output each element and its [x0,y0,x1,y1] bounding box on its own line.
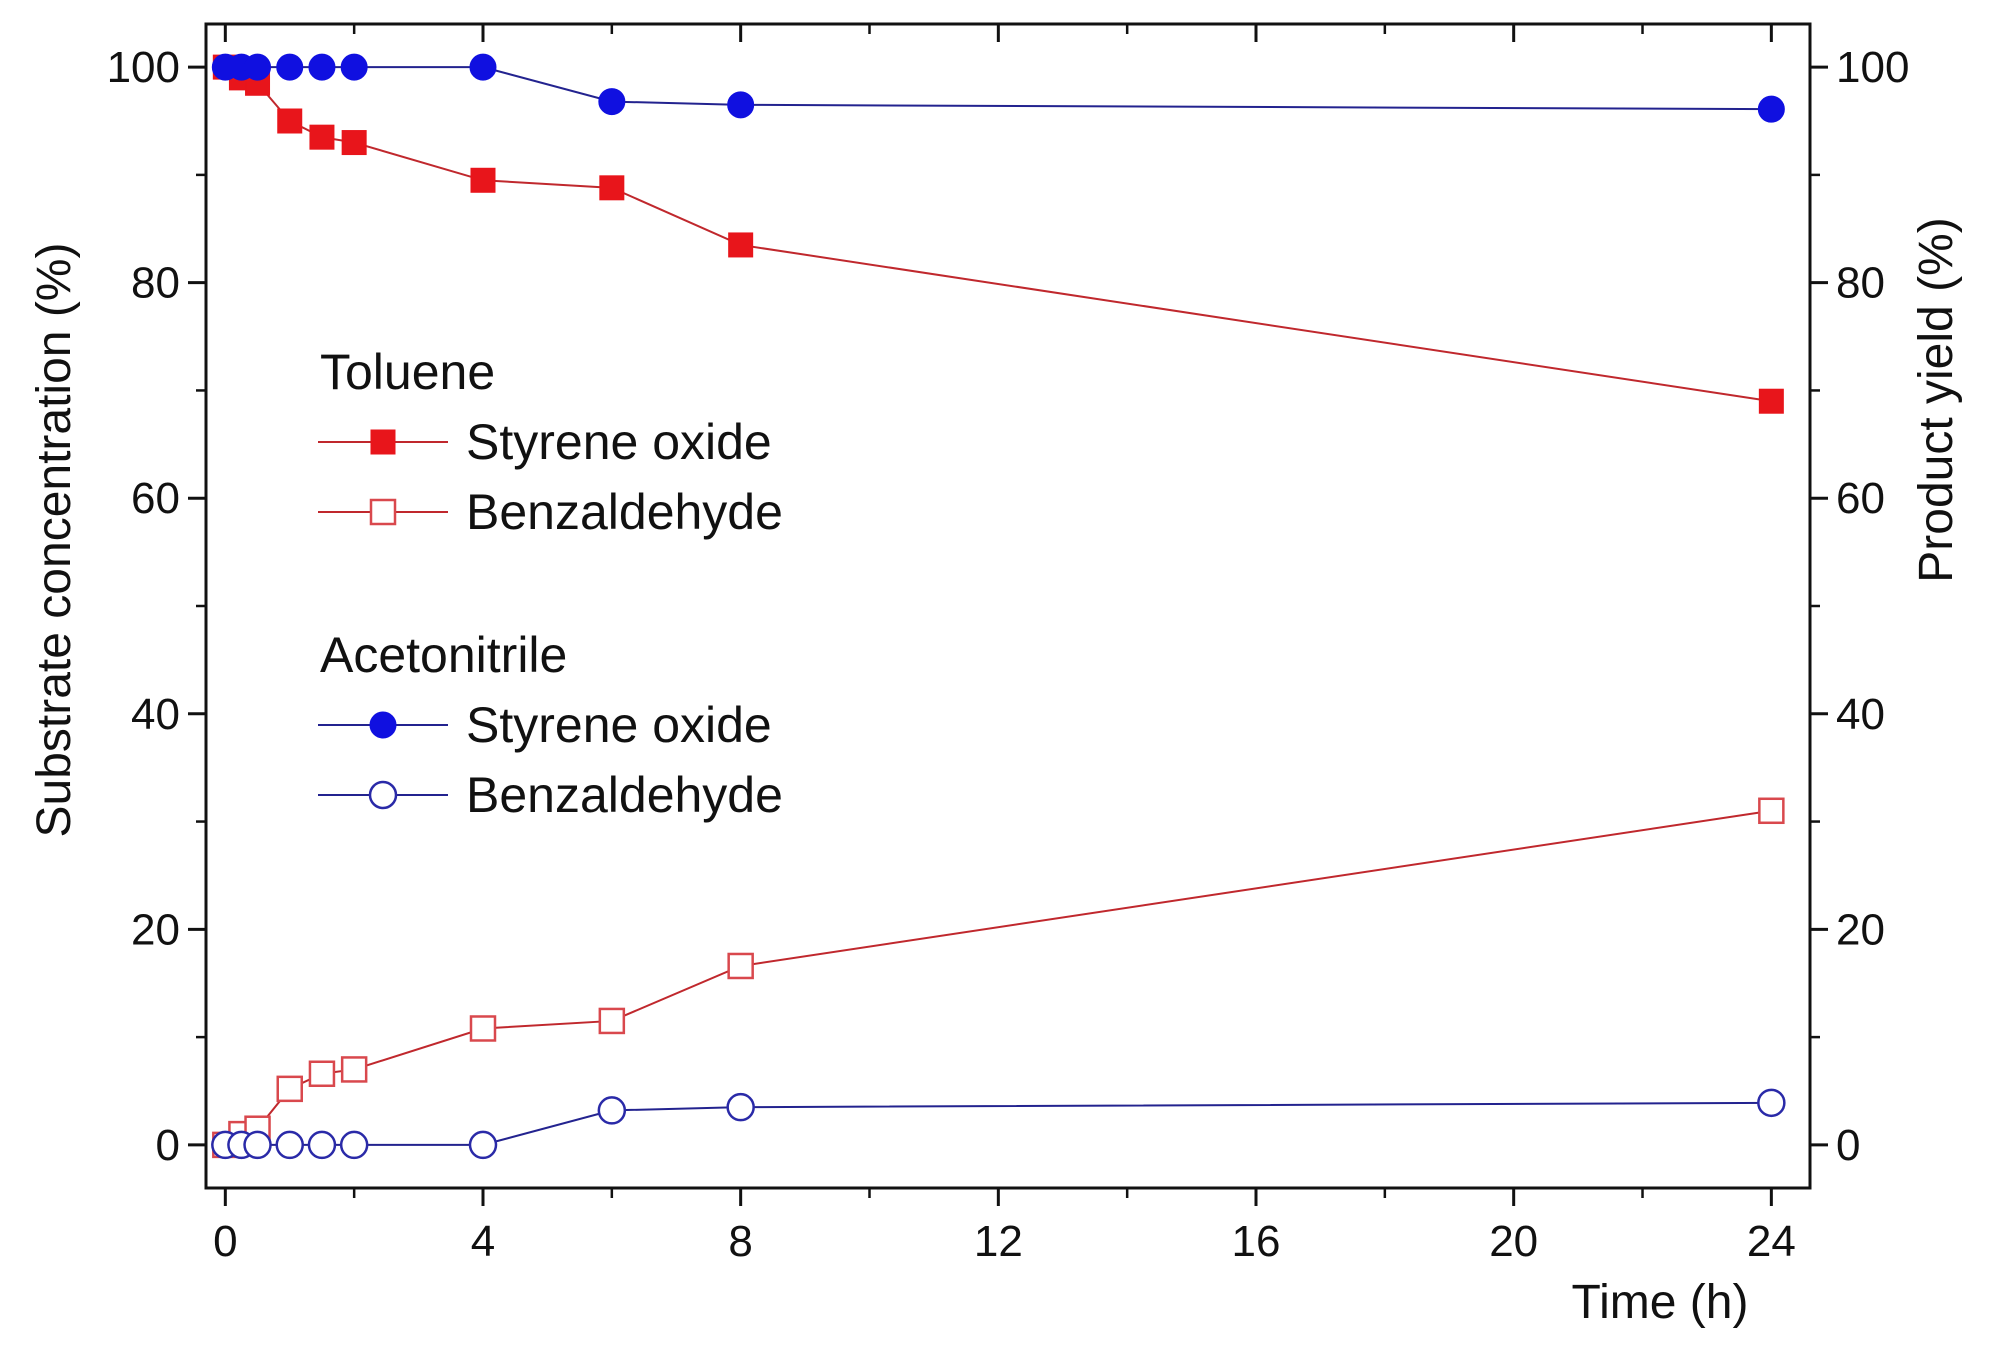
data-point [277,108,303,134]
series-toluene-benzaldehyde [212,797,1785,1159]
legend-marker [369,498,397,526]
data-point [470,167,496,193]
data-point [340,1056,368,1083]
data-point [1758,388,1784,414]
data-point [340,53,368,81]
x-tick-label: 24 [1747,1217,1796,1266]
data-point [339,1130,369,1160]
data-point [341,130,367,156]
y-tick-label-left: 20 [131,905,180,954]
data-point [244,53,272,81]
legend-label: Styrene oxide [466,697,772,753]
legend-group-title: Toluene [320,344,495,400]
y-tick-label-left: 100 [107,43,180,92]
y-tick-label-left: 40 [131,690,180,739]
legend-marker [368,780,398,810]
legend-label: Benzaldehyde [466,767,783,823]
legend-group-title: Acetonitrile [320,627,567,683]
x-tick-label: 12 [974,1217,1023,1266]
x-tick-label: 4 [471,1217,495,1266]
legend-marker [369,711,397,739]
data-point [309,124,335,150]
series-line [225,1101,1772,1146]
x-tick-label: 0 [213,1217,237,1266]
series-acetonitrile-benzaldehyde [211,1088,1786,1160]
y-tick-label-right: 20 [1836,905,1885,954]
data-point [308,1060,336,1088]
data-point [275,1130,304,1160]
y-tick-label-left: 80 [131,259,180,308]
plot-frame [204,22,1812,1190]
x-tick-label: 16 [1232,1217,1281,1266]
series-acetonitrile-styrene-oxide [211,53,1785,123]
y-tick-label-right: 40 [1836,690,1885,739]
data-point [727,91,755,119]
y-tick-label-right: 100 [1836,43,1909,92]
data-point [469,1015,497,1042]
data-point [1757,1088,1786,1118]
series-layer [211,53,1786,1160]
data-point [308,53,336,81]
y-axis-title-left: Substrate concentration (%) [28,243,81,838]
data-point [726,1092,755,1122]
y-tick-label-right: 80 [1836,259,1885,308]
data-point [1757,95,1785,123]
data-point [469,53,497,81]
series-line [224,809,1772,1146]
y-tick-label-right: 60 [1836,474,1885,523]
legend-label: Styrene oxide [466,414,772,470]
legend-layer: Toluene Styrene oxide Benzaldehyde Acetonit… [318,344,783,823]
data-point [307,1130,337,1160]
y-tick-label-right: 0 [1836,1121,1860,1170]
data-point [276,53,304,81]
data-point [598,1007,626,1035]
data-point [727,952,754,980]
data-point [728,232,754,258]
data-point [276,1075,303,1103]
series-line [225,66,1772,111]
x-tick-label: 20 [1489,1217,1538,1266]
data-point [597,1096,627,1125]
legend-marker [370,429,396,455]
x-axis-title: Time (h) [1572,1276,1749,1329]
y-tick-label-left: 0 [156,1121,180,1170]
x-tick-label: 8 [728,1217,752,1266]
data-point [598,88,626,116]
data-point [468,1130,498,1160]
legend-label: Benzaldehyde [466,484,783,540]
y-axis-title-right: Product yield (%) [1910,217,1963,582]
y-tick-label-left: 60 [131,474,180,523]
data-point [1758,797,1785,825]
data-point [243,1130,272,1160]
data-point [599,175,625,201]
